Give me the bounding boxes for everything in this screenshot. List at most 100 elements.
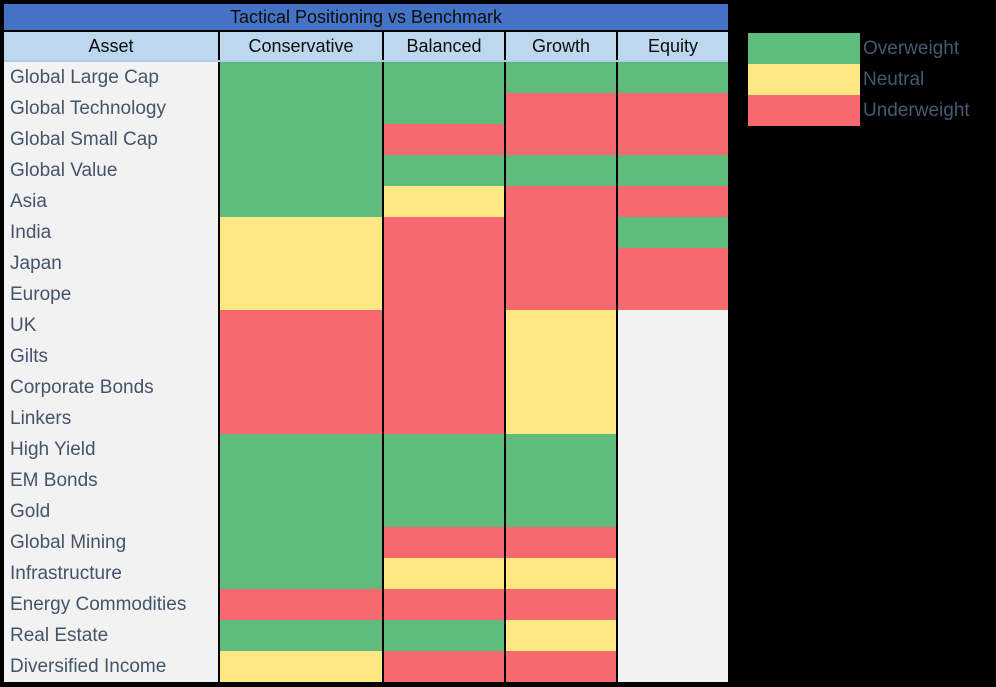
cell-balanced-underweight: [384, 279, 504, 310]
cell-balanced-underweight: [384, 651, 504, 682]
asset-label: Diversified Income: [4, 651, 218, 682]
legend-label: Overweight: [863, 37, 960, 59]
column-header-asset: Asset: [4, 32, 218, 60]
cell-conservative-underweight: [220, 310, 382, 341]
overweight-swatch: [748, 33, 860, 64]
cell-equity-none: [618, 651, 728, 682]
cell-growth-underweight: [506, 124, 616, 155]
asset-label: High Yield: [4, 434, 218, 465]
cell-growth-overweight: [506, 465, 616, 496]
cell-equity-underweight: [618, 248, 728, 279]
cell-conservative-overweight: [220, 558, 382, 589]
cell-balanced-overweight: [384, 496, 504, 527]
cell-balanced-overweight: [384, 620, 504, 651]
cell-conservative-overweight: [220, 434, 382, 465]
cell-equity-overweight: [618, 155, 728, 186]
cell-growth-neutral: [506, 341, 616, 372]
cell-equity-none: [618, 620, 728, 651]
cell-conservative-underweight: [220, 341, 382, 372]
legend: Overweight Neutral Underweight: [748, 33, 970, 126]
cell-growth-neutral: [506, 558, 616, 589]
cell-conservative-neutral: [220, 279, 382, 310]
cell-balanced-overweight: [384, 155, 504, 186]
cell-conservative-overweight: [220, 465, 382, 496]
cell-growth-underweight: [506, 589, 616, 620]
cell-conservative-neutral: [220, 248, 382, 279]
cell-balanced-overweight: [384, 434, 504, 465]
cell-equity-none: [618, 465, 728, 496]
cell-conservative-overweight: [220, 620, 382, 651]
asset-label: Japan: [4, 248, 218, 279]
cell-equity-none: [618, 310, 728, 341]
cell-growth-neutral: [506, 620, 616, 651]
cell-balanced-overweight: [384, 62, 504, 93]
cell-conservative-overweight: [220, 496, 382, 527]
cell-conservative-neutral: [220, 651, 382, 682]
cell-balanced-underweight: [384, 589, 504, 620]
cell-equity-underweight: [618, 93, 728, 124]
cell-balanced-neutral: [384, 558, 504, 589]
asset-label: Global Large Cap: [4, 62, 218, 93]
neutral-swatch: [748, 64, 860, 95]
asset-label: Global Value: [4, 155, 218, 186]
cell-balanced-underweight: [384, 310, 504, 341]
asset-label: Real Estate: [4, 620, 218, 651]
cell-conservative-underweight: [220, 372, 382, 403]
asset-label: Asia: [4, 186, 218, 217]
cell-balanced-overweight: [384, 93, 504, 124]
column-header-growth: Growth: [506, 32, 616, 60]
table-title: Tactical Positioning vs Benchmark: [4, 4, 728, 30]
legend-item-overweight: Overweight: [748, 33, 970, 64]
cell-conservative-overweight: [220, 62, 382, 93]
cell-equity-overweight: [618, 62, 728, 93]
cell-conservative-neutral: [220, 217, 382, 248]
positioning-table: Tactical Positioning vs Benchmark Asset …: [4, 4, 728, 682]
column-header-conservative: Conservative: [220, 32, 382, 60]
table-body: Global Large Cap Global Technology Global …: [4, 62, 728, 682]
legend-label: Underweight: [863, 99, 970, 121]
cell-balanced-underweight: [384, 124, 504, 155]
cell-equity-underweight: [618, 186, 728, 217]
asset-label: Gilts: [4, 341, 218, 372]
cell-growth-neutral: [506, 403, 616, 434]
cell-equity-none: [618, 403, 728, 434]
cell-conservative-underweight: [220, 403, 382, 434]
cell-equity-none: [618, 527, 728, 558]
cell-growth-underweight: [506, 527, 616, 558]
cell-equity-none: [618, 341, 728, 372]
cell-balanced-underweight: [384, 527, 504, 558]
cell-balanced-underweight: [384, 372, 504, 403]
cell-conservative-underweight: [220, 589, 382, 620]
underweight-swatch: [748, 95, 860, 126]
cell-growth-overweight: [506, 62, 616, 93]
cell-growth-neutral: [506, 372, 616, 403]
cell-growth-underweight: [506, 186, 616, 217]
cell-growth-overweight: [506, 434, 616, 465]
cell-conservative-overweight: [220, 93, 382, 124]
asset-label: EM Bonds: [4, 465, 218, 496]
cell-growth-underweight: [506, 248, 616, 279]
asset-label: Global Small Cap: [4, 124, 218, 155]
asset-label: UK: [4, 310, 218, 341]
cell-equity-underweight: [618, 279, 728, 310]
asset-label: Infrastructure: [4, 558, 218, 589]
cell-growth-neutral: [506, 310, 616, 341]
cell-equity-none: [618, 589, 728, 620]
column-header-balanced: Balanced: [384, 32, 504, 60]
cell-growth-underweight: [506, 279, 616, 310]
cell-conservative-overweight: [220, 155, 382, 186]
cell-equity-none: [618, 558, 728, 589]
cell-equity-none: [618, 434, 728, 465]
table-header-row: Asset Conservative Balanced Growth Equit…: [4, 32, 728, 62]
asset-label: Energy Commodities: [4, 589, 218, 620]
cell-balanced-underweight: [384, 217, 504, 248]
asset-label: Linkers: [4, 403, 218, 434]
cell-balanced-underweight: [384, 248, 504, 279]
cell-equity-underweight: [618, 124, 728, 155]
cell-equity-none: [618, 372, 728, 403]
cell-conservative-overweight: [220, 124, 382, 155]
cell-growth-overweight: [506, 496, 616, 527]
cell-conservative-overweight: [220, 186, 382, 217]
legend-label: Neutral: [863, 68, 925, 90]
cell-equity-overweight: [618, 217, 728, 248]
